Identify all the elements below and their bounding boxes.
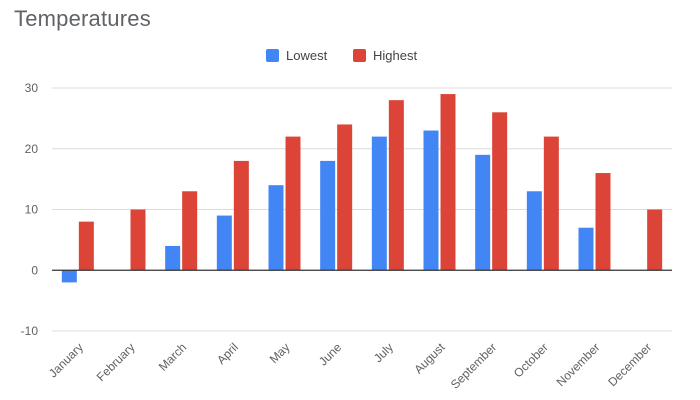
legend-swatch <box>266 49 279 62</box>
x-tick-label: March <box>156 340 189 373</box>
bar-lowest-september <box>475 154 491 271</box>
bar-lowest-october <box>526 191 542 271</box>
y-axis-ticks: -10 0 10 20 30 <box>21 81 39 338</box>
bar-lowest-april <box>216 215 232 271</box>
x-tick-label: December <box>605 340 654 389</box>
bar-highest-january <box>78 221 94 271</box>
bar-lowest-january <box>61 270 77 283</box>
y-tick-label: 20 <box>25 142 39 156</box>
x-tick-label: January <box>46 340 86 380</box>
bars <box>61 94 663 283</box>
gridlines <box>52 87 672 332</box>
y-tick-label: 10 <box>25 203 39 217</box>
bar-highest-march <box>182 191 198 271</box>
bar-lowest-august <box>423 130 439 271</box>
bar-lowest-may <box>268 185 284 271</box>
bar-lowest-march <box>165 245 181 271</box>
y-tick-label: -10 <box>21 324 39 338</box>
bar-highest-december <box>647 209 663 271</box>
bar-highest-april <box>233 160 249 271</box>
legend-label: Highest <box>373 48 417 63</box>
x-tick-label: July <box>371 340 396 365</box>
bar-lowest-june <box>320 160 336 271</box>
x-tick-label: April <box>214 340 241 367</box>
bar-highest-august <box>440 94 456 271</box>
y-tick-label: 30 <box>25 81 39 95</box>
bar-lowest-july <box>371 136 387 271</box>
y-tick-label: 0 <box>31 263 38 277</box>
bar-highest-october <box>543 136 559 271</box>
x-axis-ticks: January February March April May June July Augu… <box>46 340 654 392</box>
bar-highest-june <box>337 124 353 271</box>
x-tick-label: February <box>94 340 138 384</box>
bar-highest-september <box>492 112 508 271</box>
bar-highest-november <box>595 173 611 271</box>
legend: Lowest Highest <box>266 48 417 63</box>
chart-title: Temperatures <box>14 6 151 31</box>
x-tick-label: September <box>448 340 499 391</box>
bar-highest-may <box>285 136 301 271</box>
x-tick-label: June <box>316 340 345 369</box>
legend-swatch <box>353 49 366 62</box>
bar-highest-february <box>130 209 146 271</box>
bar-highest-july <box>388 100 404 271</box>
legend-label: Lowest <box>286 48 328 63</box>
x-tick-label: August <box>411 340 448 377</box>
x-tick-label: November <box>554 340 603 389</box>
bar-lowest-november <box>578 227 594 271</box>
x-tick-label: October <box>511 340 551 380</box>
x-tick-label: May <box>267 340 293 366</box>
